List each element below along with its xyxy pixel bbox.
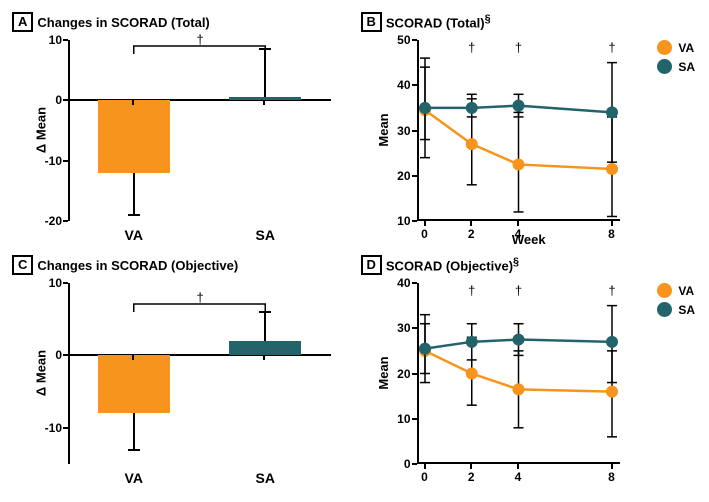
legend: VA SA: [657, 40, 695, 78]
bar-va: [98, 100, 170, 172]
svg-text:†: †: [608, 283, 615, 298]
panel-title-text: SCORAD (Total)§: [386, 13, 491, 30]
legend-label: SA: [678, 303, 695, 317]
panel-d-title: D SCORAD (Objective)§: [361, 255, 520, 275]
legend-marker-icon: [657, 59, 672, 74]
panel-letter: D: [361, 255, 382, 275]
legend-item-sa: SA: [657, 302, 695, 317]
panel-b-ylabel: Mean: [376, 113, 391, 146]
legend-label: VA: [678, 284, 694, 298]
panel-title-text: SCORAD (Objective)§: [386, 256, 519, 273]
legend: VA SA: [657, 283, 695, 321]
panel-a: A Changes in SCORAD (Total) Δ Mean -20-1…: [10, 10, 351, 249]
panel-d-plot: 0102030400248†††: [417, 283, 620, 464]
panel-a-title: A Changes in SCORAD (Total): [12, 12, 210, 32]
panel-title-text: Changes in SCORAD (Objective): [37, 258, 238, 273]
legend-item-va: VA: [657, 283, 695, 298]
panel-a-plot: -20-10010VASA†: [68, 40, 331, 221]
panel-title-text: Changes in SCORAD (Total): [37, 15, 209, 30]
panel-c-plot: -10010VASA†: [68, 283, 331, 464]
bar-va: [98, 355, 170, 413]
panel-letter: B: [361, 12, 382, 32]
panel-c-title: C Changes in SCORAD (Objective): [12, 255, 238, 275]
panel-b-title: B SCORAD (Total)§: [361, 12, 491, 32]
panel-letter: C: [12, 255, 33, 275]
legend-item-sa: SA: [657, 59, 695, 74]
svg-text:†: †: [514, 40, 521, 55]
bar-sa: [229, 341, 301, 355]
legend-item-va: VA: [657, 40, 695, 55]
panel-d-ylabel: Mean: [376, 356, 391, 389]
panel-d: D SCORAD (Objective)§ Mean 0102030400248…: [359, 253, 700, 492]
legend-marker-icon: [657, 40, 672, 55]
svg-text:†: †: [468, 40, 475, 55]
legend-label: SA: [678, 60, 695, 74]
legend-marker-icon: [657, 283, 672, 298]
panel-c-ylabel: Δ Mean: [34, 349, 49, 395]
panel-b-plot: 10203040500248†††: [417, 40, 620, 221]
panel-c: C Changes in SCORAD (Objective) Δ Mean -…: [10, 253, 351, 492]
panel-b: B SCORAD (Total)§ Mean Week 102030405002…: [359, 10, 700, 249]
svg-text:†: †: [514, 283, 521, 298]
panel-a-ylabel: Δ Mean: [34, 106, 49, 152]
panel-letter: A: [12, 12, 33, 32]
svg-text:†: †: [468, 283, 475, 298]
legend-label: VA: [678, 41, 694, 55]
svg-text:†: †: [608, 40, 615, 55]
legend-marker-icon: [657, 302, 672, 317]
